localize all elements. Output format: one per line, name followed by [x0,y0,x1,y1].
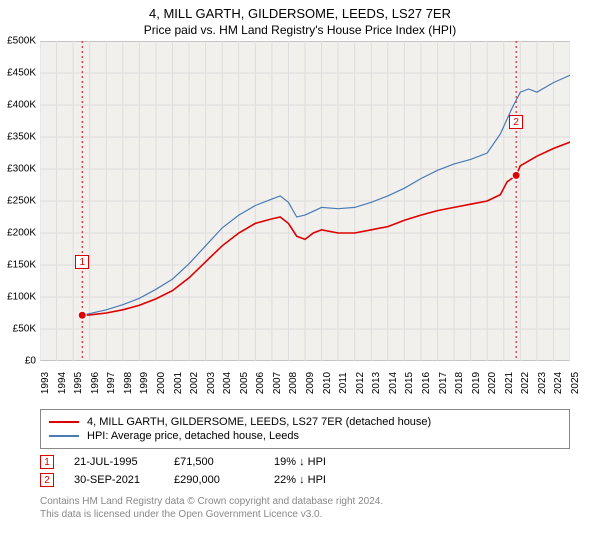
x-tick-label: 1993 [40,372,51,394]
x-tick-label: 2010 [322,372,333,394]
chart-container: 4, MILL GARTH, GILDERSOME, LEEDS, LS27 7… [0,0,600,560]
x-tick-label: 2024 [553,372,564,394]
x-tick-label: 2000 [156,372,167,394]
x-tick-label: 1999 [139,372,150,394]
x-tick-label: 2008 [288,372,299,394]
x-tick-label: 2021 [504,372,515,394]
x-tick-label: 2025 [570,372,581,394]
marker-delta: 19% ↓ HPI [274,456,374,468]
x-tick-label: 2016 [421,372,432,394]
chart-title: 4, MILL GARTH, GILDERSOME, LEEDS, LS27 7… [0,0,600,21]
x-tick-label: 2011 [338,372,349,394]
marker-table-row: 2 30-SEP-2021£290,00022% ↓ HPI [40,473,570,487]
y-tick-label: £350K [7,132,36,143]
x-tick-label: 2023 [537,372,548,394]
marker-number-box: 2 [40,473,54,487]
attribution: Contains HM Land Registry data © Crown c… [40,495,600,521]
chart-marker-label: 1 [75,255,89,269]
chart-area: £0£50K£100K£150K£200K£250K£300K£350K£400… [40,41,600,381]
y-tick-label: £50K [13,324,36,335]
marker-number-box: 1 [40,455,54,469]
y-tick-label: £0 [25,356,36,367]
y-tick-label: £200K [7,228,36,239]
plot-svg [40,41,570,361]
x-tick-label: 2019 [471,372,482,394]
x-tick-label: 2005 [239,372,250,394]
x-tick-label: 2004 [222,372,233,394]
x-tick-label: 2006 [255,372,266,394]
x-tick-label: 1995 [73,372,84,394]
y-tick-label: £450K [7,68,36,79]
y-tick-label: £300K [7,164,36,175]
x-tick-label: 2018 [454,372,465,394]
marker-table: 1 21-JUL-1995£71,50019% ↓ HPI 2 30-SEP-2021… [40,455,570,487]
y-tick-label: £250K [7,196,36,207]
x-tick-label: 2007 [272,372,283,394]
chart-marker-label: 2 [509,115,523,129]
x-tick-label: 2002 [189,372,200,394]
marker-date: 30-SEP-2021 [74,474,174,486]
y-tick-label: £150K [7,260,36,271]
legend-row: 4, MILL GARTH, GILDERSOME, LEEDS, LS27 7… [49,416,561,428]
marker-delta: 22% ↓ HPI [274,474,374,486]
chart-subtitle: Price paid vs. HM Land Registry's House … [0,21,600,41]
x-tick-label: 2020 [487,372,498,394]
x-tick-label: 2001 [173,372,184,394]
marker-date: 21-JUL-1995 [74,456,174,468]
attribution-line1: Contains HM Land Registry data © Crown c… [40,495,600,508]
y-tick-label: £400K [7,100,36,111]
x-tick-label: 2013 [371,372,382,394]
legend-swatch [49,421,79,423]
x-tick-label: 2015 [404,372,415,394]
legend: 4, MILL GARTH, GILDERSOME, LEEDS, LS27 7… [40,409,570,449]
x-tick-label: 2017 [438,372,449,394]
legend-label: 4, MILL GARTH, GILDERSOME, LEEDS, LS27 7… [87,416,431,428]
x-tick-label: 1994 [57,372,68,394]
x-tick-label: 2009 [305,372,316,394]
marker-price: £71,500 [174,456,274,468]
attribution-line2: This data is licensed under the Open Gov… [40,508,600,521]
x-tick-label: 1996 [90,372,101,394]
x-tick-label: 2003 [206,372,217,394]
x-tick-label: 2012 [355,372,366,394]
x-tick-label: 1998 [123,372,134,394]
x-tick-label: 2014 [388,372,399,394]
legend-label: HPI: Average price, detached house, Leed… [87,430,299,442]
marker-table-row: 1 21-JUL-1995£71,50019% ↓ HPI [40,455,570,469]
x-axis-labels: 1993199419951996199719981999200020012002… [40,363,570,383]
marker-price: £290,000 [174,474,274,486]
legend-swatch [49,435,79,437]
y-tick-label: £100K [7,292,36,303]
legend-row: HPI: Average price, detached house, Leed… [49,430,561,442]
x-tick-label: 1997 [106,372,117,394]
x-tick-label: 2022 [520,372,531,394]
y-tick-label: £500K [7,36,36,47]
y-axis-labels: £0£50K£100K£150K£200K£250K£300K£350K£400… [0,41,38,361]
